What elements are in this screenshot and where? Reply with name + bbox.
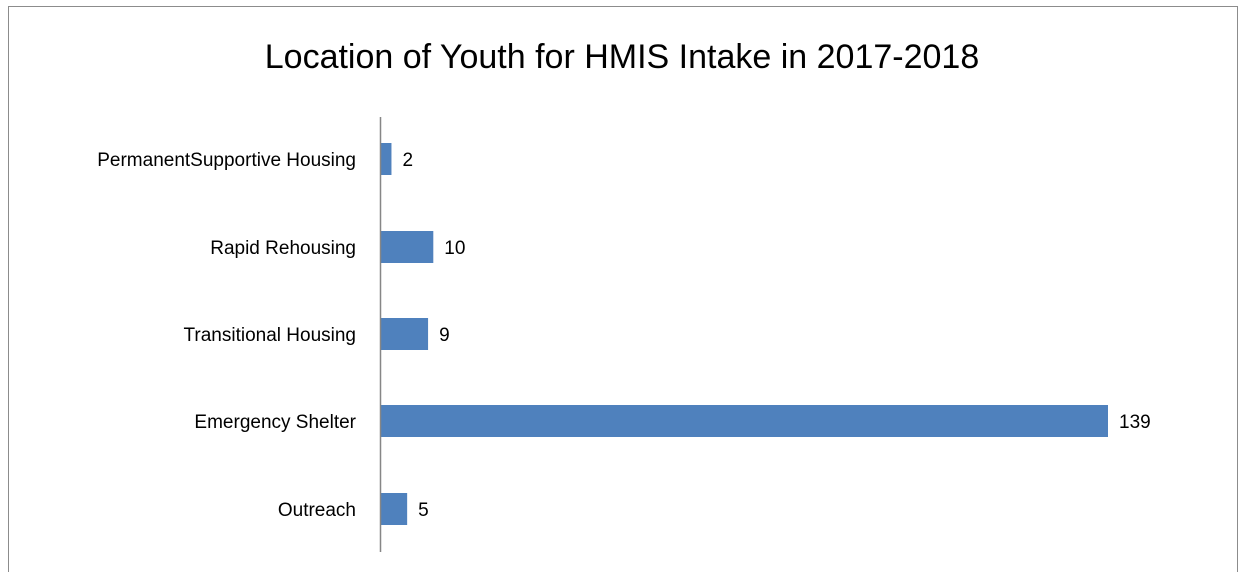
data-label: 5 bbox=[418, 500, 429, 521]
bar bbox=[381, 493, 408, 525]
category-label: Emergency Shelter bbox=[194, 412, 356, 433]
data-label: 139 bbox=[1119, 412, 1151, 433]
category-labels: PermanentSupportive Housing Rapid Rehousi… bbox=[97, 150, 356, 521]
category-label: Rapid Rehousing bbox=[210, 238, 356, 259]
category-label: Outreach bbox=[278, 500, 356, 521]
bar bbox=[381, 318, 429, 350]
bar bbox=[381, 231, 434, 263]
data-labels: 2 10 9 139 5 bbox=[402, 150, 1150, 521]
bar bbox=[381, 405, 1108, 437]
bars-group bbox=[381, 143, 1108, 525]
category-label: PermanentSupportive Housing bbox=[97, 150, 356, 171]
category-label: Transitional Housing bbox=[184, 325, 357, 346]
bar bbox=[381, 143, 392, 175]
chart-frame bbox=[8, 6, 1238, 572]
data-label: 2 bbox=[402, 150, 413, 171]
chart-title: Location of Youth for HMIS Intake in 201… bbox=[264, 38, 980, 76]
data-label: 9 bbox=[439, 325, 450, 346]
data-label: 10 bbox=[444, 238, 465, 259]
